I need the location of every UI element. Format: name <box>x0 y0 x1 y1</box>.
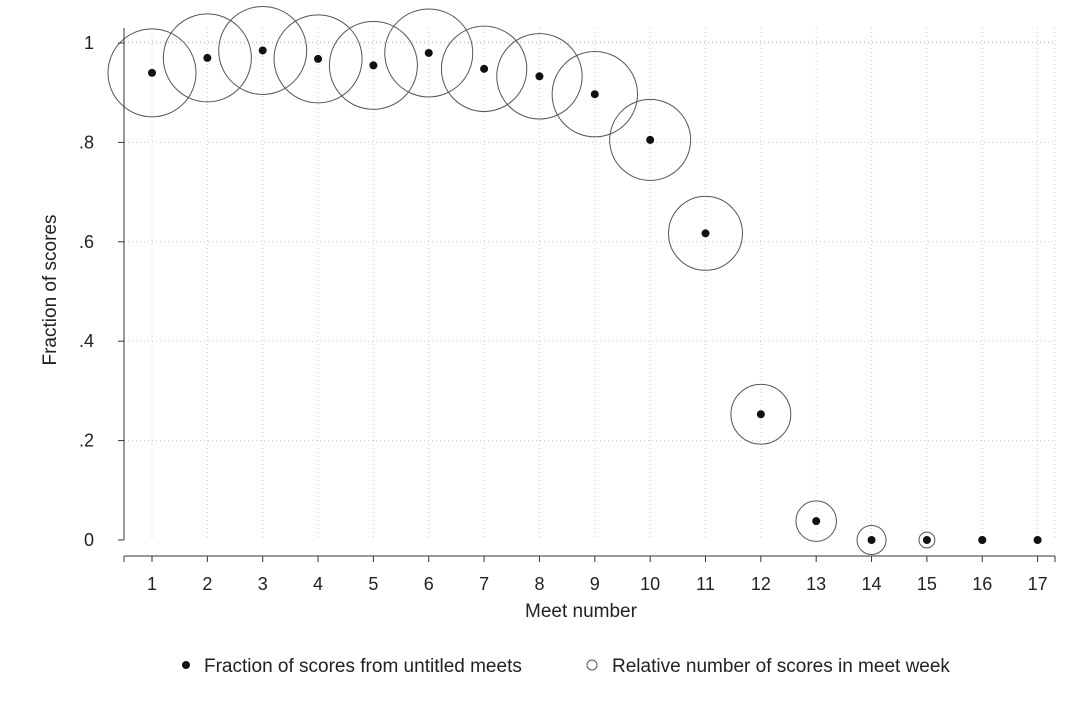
data-point <box>148 68 156 77</box>
x-tick-label: 13 <box>806 574 826 594</box>
y-tick-label: 0 <box>84 530 94 550</box>
data-point <box>203 53 212 62</box>
x-tick-label: 11 <box>696 574 715 594</box>
size-circle <box>730 383 792 445</box>
x-tick-label: 12 <box>751 574 771 594</box>
data-point <box>756 410 765 419</box>
data-point <box>701 229 710 238</box>
axes: 0.2.4.6.811 2 3 4 5 6 7 8 9 10 11 12 13 14 15 16 17 <box>79 28 1056 594</box>
x-tick-label: 5 <box>368 574 378 594</box>
data-point <box>646 135 655 144</box>
data-point <box>535 72 544 81</box>
data-point <box>480 64 489 73</box>
size-circle <box>918 531 936 549</box>
x-tick-label: 2 <box>202 574 212 594</box>
y-tick-label: .2 <box>79 431 94 451</box>
x-tick-label: 14 <box>862 574 882 594</box>
size-circle <box>328 20 418 110</box>
grid-lines <box>124 28 1056 540</box>
data-point <box>258 46 267 55</box>
size-circle <box>162 13 252 103</box>
x-tick-label: 3 <box>258 574 268 594</box>
x-tick-label: 1 <box>147 574 157 594</box>
data-point <box>314 54 323 63</box>
size-circle <box>551 51 638 138</box>
size-circle <box>440 25 528 113</box>
data-point <box>867 536 876 544</box>
x-axis-label: Meet number <box>525 601 638 622</box>
y-tick-label: .4 <box>79 331 94 351</box>
size-circle <box>856 524 887 556</box>
size-circles <box>107 5 987 556</box>
size-circle <box>795 500 837 542</box>
x-tick-label: 7 <box>479 574 489 594</box>
size-circle <box>496 33 583 120</box>
size-circle <box>107 28 197 118</box>
data-point <box>424 48 433 57</box>
legend: Fraction of scores from untitled meets R… <box>182 656 950 677</box>
size-circle <box>384 8 474 98</box>
legend-dot-marker <box>182 661 190 669</box>
data-points <box>148 46 1042 544</box>
y-tick-label: 1 <box>84 33 94 53</box>
size-circle <box>218 5 308 95</box>
data-point <box>1033 536 1042 544</box>
y-axis-label: Fraction of scores <box>40 215 61 366</box>
x-tick-label: 4 <box>313 574 323 594</box>
legend-circle-marker <box>586 659 598 671</box>
x-tick-label: 15 <box>917 574 937 594</box>
x-tick-label: 8 <box>534 574 544 594</box>
legend-label-relative: Relative number of scores in meet week <box>612 656 950 677</box>
y-tick-label: .6 <box>79 232 94 252</box>
size-circle <box>609 98 692 181</box>
y-tick-label: .8 <box>79 132 94 152</box>
data-point <box>978 536 987 544</box>
data-point <box>922 536 931 544</box>
legend-label-untitled: Fraction of scores from untitled meets <box>204 656 522 677</box>
size-circle <box>273 14 363 104</box>
size-circle <box>668 195 743 271</box>
data-point <box>590 90 599 99</box>
x-tick-label: 6 <box>424 574 434 594</box>
x-tick-label: 10 <box>640 574 660 594</box>
data-point <box>812 517 821 526</box>
x-tick-label: 16 <box>972 574 992 594</box>
x-tick-label: 17 <box>1028 574 1048 594</box>
data-point <box>369 61 378 70</box>
x-tick-label: 9 <box>590 574 600 594</box>
